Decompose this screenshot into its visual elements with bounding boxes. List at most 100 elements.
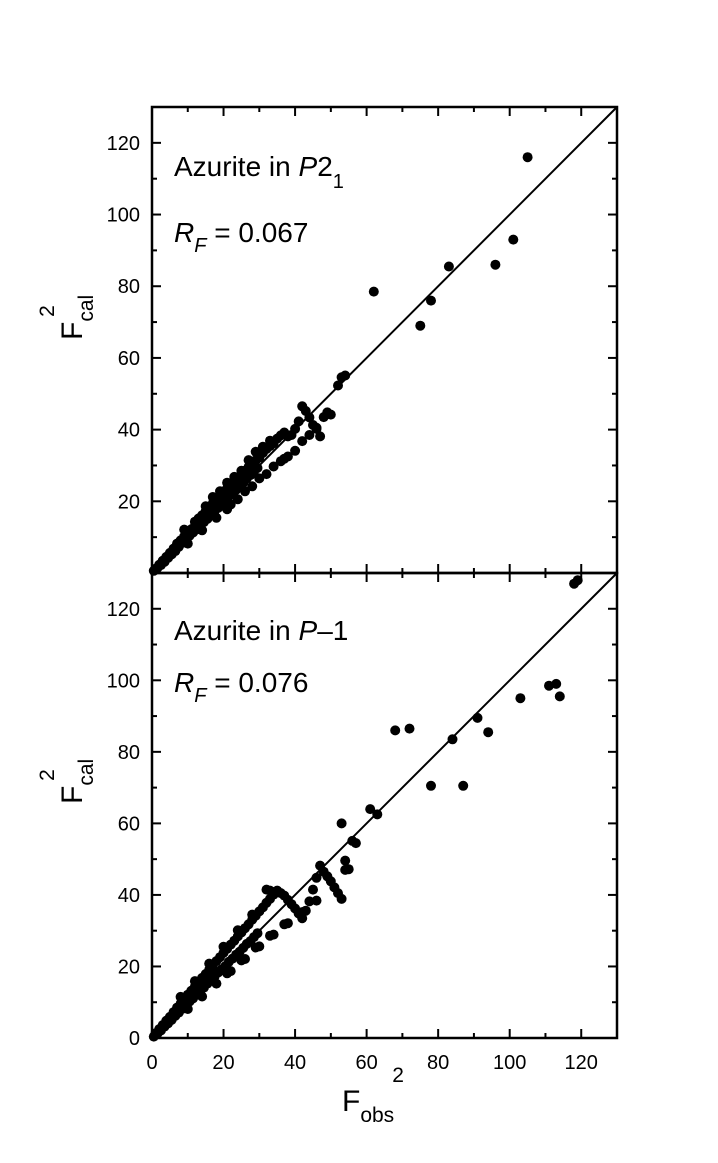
top-data-point [290,445,301,456]
top-data-point [315,431,326,442]
top-data-point [304,412,315,423]
bottom-data-point [336,818,347,829]
top-data-point [197,525,208,536]
top-data-point [265,435,275,446]
bottom-x-tick-label: 120 [565,1052,598,1074]
bottom-data-point [311,895,322,906]
bottom-data-point [515,693,526,704]
bottom-data-point [372,809,383,820]
bottom-data-point [551,678,562,689]
top-annotation-title: Azurite in P21 [174,151,344,193]
top-data-point [211,512,222,523]
top-data-point [215,486,225,497]
top-data-point [490,259,501,270]
top-data-point [240,486,250,497]
top-data-point [311,422,322,433]
top-data-point [222,504,233,515]
bottom-y-tick-label: 80 [118,742,140,764]
top-y-tick-label: 100 [107,205,140,227]
bottom-data-point [336,893,347,904]
top-data-point [200,501,211,512]
bottom-data-point [483,727,494,738]
bottom-data-point [189,976,200,987]
top-data-point [207,492,218,502]
bottom-data-point [350,838,361,849]
top-reference-line [151,106,618,574]
bottom-data-point [447,734,458,745]
top-r-factor: RF = 0.067 [174,217,308,257]
top-data-point [261,469,272,480]
bottom-x-tick-label: 0 [146,1052,157,1074]
top-data-point [415,320,426,331]
bottom-data-point [308,884,318,895]
bottom-r-factor: RF = 0.076 [174,667,308,707]
top-data-point [443,261,454,272]
top-data-point [247,481,258,492]
bottom-data-point [365,804,376,815]
x-axis-title: Fobs2 [342,1064,404,1127]
bottom-y-tick-label: 100 [107,670,140,692]
bottom-x-tick-label: 60 [355,1052,377,1074]
top-y-axis-title: Fcal2 [36,295,98,340]
bottom-data-point [182,1004,193,1014]
top-data-point [426,295,436,306]
bottom-x-tick-label: 40 [284,1052,306,1074]
bottom-y-tick-label: 120 [107,599,140,621]
bottom-data-point [265,930,275,941]
bottom-data-point [340,864,351,875]
top-data-point [179,524,190,535]
top-data-point [304,430,315,440]
top-data-point [189,516,200,527]
top-data-point [297,436,308,447]
bottom-data-point [175,991,186,1002]
top-data-point [222,477,233,488]
top-y-tick-label: 60 [118,348,140,370]
top-data-point [250,446,261,457]
bottom-data-point [204,958,215,969]
bottom-data-point [265,885,275,896]
bottom-y-axis-title: Fcal2 [36,759,98,804]
bottom-data-point [404,723,415,734]
bottom-data-point [293,908,304,919]
bottom-axis-ticks: 0 20 40 60 80 100 120 0 20 40 60 80 100 120 [107,572,618,1074]
bottom-y-tick-label: 0 [129,1028,140,1050]
top-axis-ticks: 20 40 60 80 100 120 [107,106,618,574]
bottom-data-point [232,925,243,936]
top-data-point [279,453,290,464]
bottom-data-point [340,855,351,866]
top-data-point [508,234,519,245]
bottom-reference-line [151,572,618,1039]
bottom-annotation-title: Azurite in P–1 [174,615,348,646]
top-data-point [268,461,279,472]
top-data-point [182,538,193,549]
bottom-data-point [222,968,233,979]
top-y-tick-label: 40 [118,420,140,442]
top-data-point [232,494,243,505]
bottom-data-point [426,780,436,791]
bottom-data-point [197,991,208,1002]
top-panel: 20 40 60 80 100 120 Azurite in P21 RF = 0.067… [36,105,619,576]
bottom-data-point [218,941,229,952]
bottom-y-tick-label: 40 [118,885,140,907]
svg-text:Fcal2: Fcal2 [36,295,98,340]
bottom-data-point [279,919,290,930]
top-y-tick-label: 20 [118,491,140,513]
bottom-plot-frame [150,571,619,1040]
bottom-data-point [554,691,565,702]
top-data-point [229,471,240,482]
bottom-data-point [572,575,583,586]
top-data-point [243,455,254,466]
bottom-x-tick-label: 20 [212,1052,234,1074]
svg-text:Fcal2: Fcal2 [36,759,98,804]
bottom-panel: 0 20 40 60 80 100 120 0 20 40 60 80 100 120 Azurite i… [36,571,619,1127]
bottom-data-point [390,725,401,736]
bottom-y-tick-label: 60 [118,813,140,835]
top-data-point [325,409,336,420]
top-data-point [522,152,533,163]
top-data-point [257,441,268,452]
top-data-point [254,473,265,484]
top-data-point [368,286,379,297]
bottom-x-tick-label: 80 [427,1052,449,1074]
bottom-data-point [250,942,261,953]
